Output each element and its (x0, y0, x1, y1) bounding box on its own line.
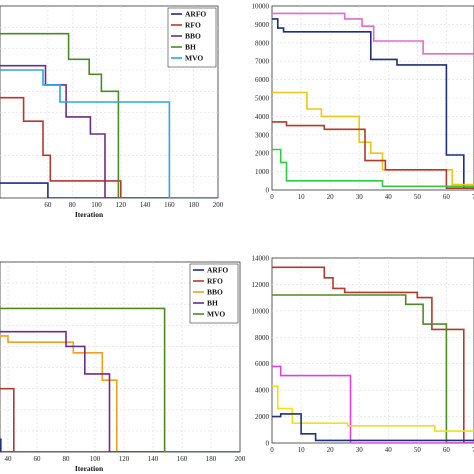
series-line-4 (272, 385, 474, 432)
x-tick-label: 50 (414, 193, 422, 201)
series-line-rfo (0, 96, 218, 198)
series-line-arfo (0, 182, 218, 198)
x-tick-label: 50 (414, 446, 422, 454)
x-tick-label: 180 (206, 455, 217, 463)
x-tick-label: 140 (148, 455, 159, 463)
x-tick-label: 120 (116, 201, 127, 209)
y-tick-label: 5000 (255, 95, 270, 103)
y-tick-label: 3000 (255, 131, 270, 139)
y-tick-label: 0 (266, 440, 270, 448)
x-tick-label: 30 (356, 446, 364, 454)
y-tick-label: 2000 (255, 150, 270, 158)
y-tick-label: 0 (266, 187, 270, 195)
y-tick-label: 4000 (255, 387, 270, 395)
legend-label-bh: BH (207, 299, 218, 308)
series-line-bbo (0, 335, 240, 452)
legend-label-rfo: RFO (185, 21, 201, 30)
x-tick-label: 0 (270, 446, 274, 454)
plot-frame (271, 257, 474, 444)
x-tick-label: 10 (298, 193, 306, 201)
x-tick-label: 60 (34, 455, 42, 463)
x-tick-label: 40 (385, 193, 393, 201)
x-tick-label: 70 (472, 446, 474, 454)
x-tick-label: 160 (177, 455, 188, 463)
x-tick-label: 40 (385, 446, 393, 454)
x-axis-label: Iteration (75, 210, 104, 219)
y-tick-label: 9000 (255, 21, 270, 29)
series-line-arfo (0, 438, 240, 452)
y-tick-label: 7000 (255, 58, 270, 66)
x-tick-label: 20 (327, 193, 335, 201)
x-tick-label: 80 (69, 201, 77, 209)
series-line-5 (272, 148, 474, 188)
x-tick-label: 10 (298, 446, 306, 454)
x-tick-label: 100 (90, 455, 101, 463)
x-tick-label: 60 (443, 446, 451, 454)
y-tick-label: 6000 (255, 76, 270, 84)
x-axis-label: Iteration (75, 464, 104, 473)
legend-label-bh: BH (185, 43, 196, 52)
x-tick-label: 180 (188, 201, 199, 209)
y-tick-label: 4000 (255, 113, 270, 121)
series-line-3 (272, 365, 474, 443)
x-tick-label: 0 (270, 193, 274, 201)
x-tick-label: 70 (472, 193, 474, 201)
legend-label-mvo: MVO (185, 54, 203, 63)
series-line-2 (272, 294, 474, 443)
x-tick-label: 120 (119, 455, 130, 463)
series-line-bh (0, 330, 240, 452)
legend-label-arfo: ARFO (185, 10, 206, 19)
legend-box (189, 263, 239, 324)
legend-label-mvo: MVO (207, 310, 225, 319)
series-line-mvo (0, 69, 218, 198)
y-tick-label: 8000 (255, 334, 270, 342)
x-tick-label: 140 (140, 201, 151, 209)
series-line-4 (272, 121, 474, 189)
legend-label-bbo: BBO (185, 32, 201, 41)
series-line-bbo (0, 64, 218, 198)
legend-box (167, 7, 217, 68)
y-tick-label: 14000 (252, 255, 270, 263)
series-line-bh (0, 32, 218, 198)
y-tick-label: 2000 (255, 413, 270, 421)
legend-label-arfo: ARFO (207, 266, 228, 275)
y-tick-label: 12000 (252, 281, 270, 289)
x-tick-label: 60 (443, 193, 451, 201)
series-line-1 (272, 266, 474, 443)
x-tick-label: 40 (5, 455, 13, 463)
y-tick-label: 10000 (252, 3, 270, 11)
x-tick-label: 60 (44, 201, 52, 209)
legend-label-rfo: RFO (207, 277, 223, 286)
y-tick-label: 6000 (255, 360, 270, 368)
y-tick-label: 10000 (252, 307, 270, 315)
x-tick-label: 20 (327, 446, 335, 454)
y-tick-label: 8000 (255, 39, 270, 47)
x-tick-label: 200 (213, 201, 224, 209)
x-tick-label: 160 (164, 201, 175, 209)
series-line-1 (272, 18, 474, 189)
series-line-mvo (0, 307, 240, 452)
x-tick-label: 100 (91, 201, 102, 209)
x-tick-label: 30 (356, 193, 364, 201)
y-tick-label: 1000 (255, 168, 270, 176)
x-tick-label: 80 (63, 455, 71, 463)
legend-label-bbo: BBO (207, 288, 223, 297)
x-tick-label: 200 (235, 455, 246, 463)
series-line-2 (272, 12, 474, 55)
series-line-5 (272, 413, 474, 442)
